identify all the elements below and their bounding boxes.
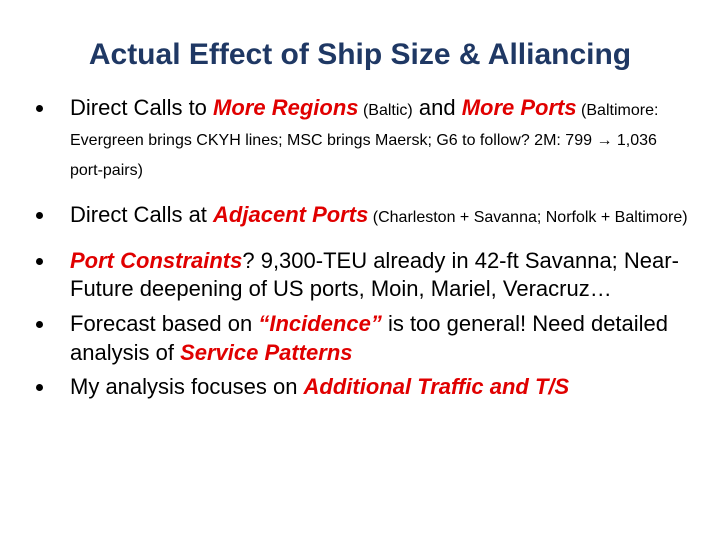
bullet-dot [36,384,43,392]
emphasis: “Incidence” [258,310,382,336]
note: (Baltimore: Evergreen brings CKYH lines;… [70,102,659,180]
emphasis: Port Constraints [70,247,243,273]
emphasis: More Regions [213,95,359,120]
slide-title: Actual Effect of Ship Size & Alliancing [88,38,632,71]
text-run: is too general! Need detailed analysis o… [70,310,669,365]
text-run: Direct Calls at [70,201,214,227]
emphasis: Adjacent Ports [213,201,369,227]
bullet-list: Direct Calls to More Regions (Baltic) an… [28,94,690,416]
bullet-dot [36,320,43,328]
bullet-dot [36,211,43,219]
text-run: ? 9,300-TEU already in 42-ft Savanna; Ne… [70,247,679,302]
bullet: My analysis focuses on Additional Traffi… [28,373,690,402]
bullet: Forecast based on “Incidence” is too gen… [28,310,690,367]
bullet-dot [36,105,43,112]
note: (Baltic) [358,102,413,119]
emphasis: More Ports [461,95,577,120]
bullet: Port Constraints? 9,300-TEU already in 4… [28,247,690,304]
text-run: Forecast based on [70,310,259,336]
bullet-dot [36,257,43,265]
emphasis: Additional Traffic and T/S [303,374,570,400]
bullet: Direct Calls at Adjacent Ports (Charlest… [28,201,690,231]
note: (Charleston + Savanna; Norfolk + Baltimo… [368,208,688,226]
emphasis: Service Patterns [180,339,353,365]
bullet: Direct Calls to More Regions (Baltic) an… [28,94,690,185]
text-run: and [412,95,462,120]
text-run: My analysis focuses on [70,374,304,400]
text-run: Direct Calls to [70,95,214,120]
